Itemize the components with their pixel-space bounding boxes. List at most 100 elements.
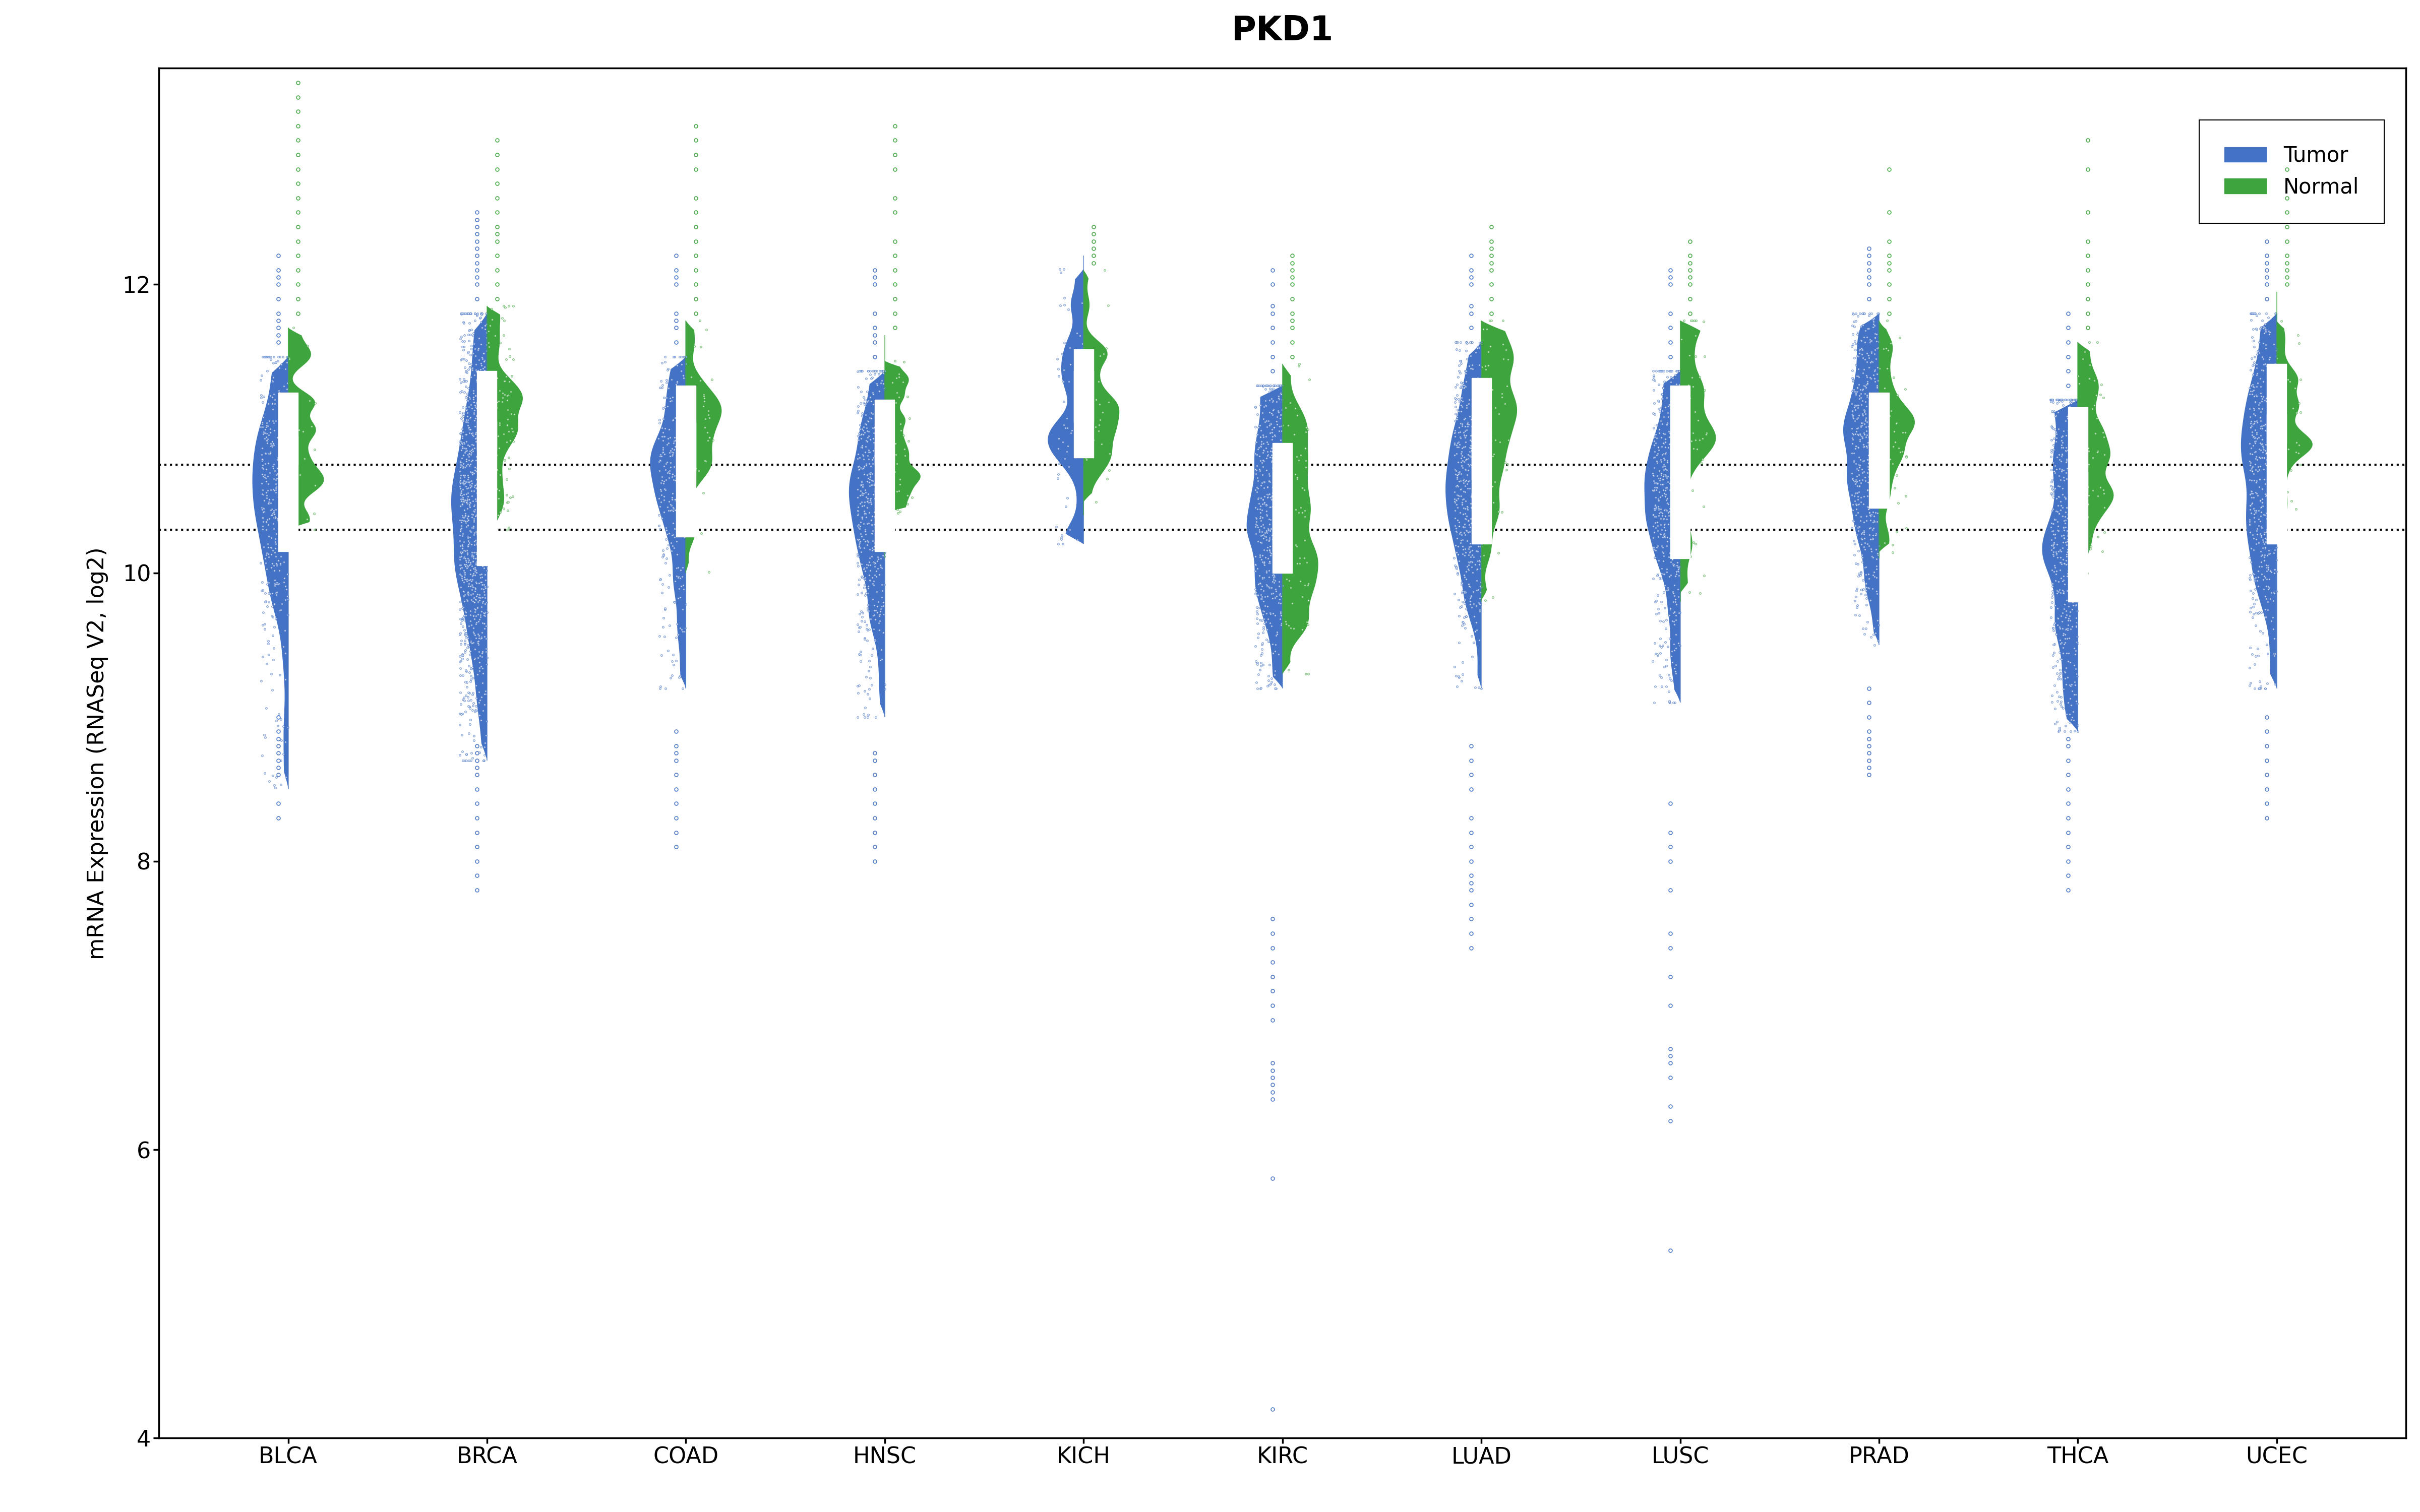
Point — [1846, 572, 1885, 596]
Point — [651, 562, 690, 587]
Point — [252, 582, 290, 606]
Point — [1851, 437, 1890, 461]
Point — [443, 402, 482, 426]
Point — [1655, 638, 1694, 662]
Point — [1256, 510, 1295, 534]
Point — [849, 562, 888, 587]
Point — [242, 497, 281, 522]
Point — [266, 467, 305, 491]
Point — [445, 623, 484, 647]
Point — [658, 428, 697, 452]
Point — [457, 532, 496, 556]
Point — [854, 593, 893, 617]
Point — [259, 381, 298, 405]
Point — [1256, 538, 1295, 562]
Point — [467, 569, 506, 593]
Point — [443, 346, 482, 370]
Point — [443, 540, 482, 564]
Point — [1273, 591, 1312, 615]
Point — [1672, 429, 1711, 454]
Point — [1658, 484, 1696, 508]
Point — [857, 472, 895, 496]
Point — [2234, 591, 2272, 615]
Point — [472, 296, 511, 321]
Point — [1641, 500, 1679, 525]
Point — [244, 578, 283, 602]
Point — [1454, 357, 1493, 381]
Point — [247, 484, 286, 508]
Point — [2050, 425, 2088, 449]
Point — [462, 451, 501, 475]
Point — [457, 435, 496, 460]
Point — [1442, 490, 1481, 514]
Point — [1447, 605, 1486, 629]
Point — [2052, 597, 2091, 621]
Point — [1832, 399, 1871, 423]
Point — [465, 396, 503, 420]
Point — [2243, 358, 2282, 383]
Point — [1851, 588, 1890, 612]
Point — [295, 502, 334, 526]
Point — [467, 321, 506, 345]
Point — [1684, 494, 1723, 519]
Point — [453, 573, 491, 597]
Point — [1442, 399, 1481, 423]
Point — [2238, 676, 2277, 700]
Point — [845, 386, 883, 410]
Point — [2236, 390, 2275, 414]
Point — [1241, 658, 1280, 682]
Point — [1045, 390, 1084, 414]
Point — [1437, 473, 1476, 497]
Point — [445, 508, 484, 532]
Point — [1868, 308, 1907, 333]
Point — [644, 469, 682, 493]
Point — [450, 708, 489, 732]
Point — [1241, 587, 1280, 611]
Point — [440, 547, 479, 572]
Point — [465, 624, 503, 649]
Point — [1646, 448, 1684, 472]
Point — [1244, 373, 1283, 398]
Point — [859, 547, 898, 572]
Point — [1851, 482, 1890, 507]
Point — [1261, 443, 1300, 467]
Point — [249, 392, 288, 416]
Point — [663, 396, 702, 420]
Point — [467, 333, 506, 357]
Point — [254, 764, 293, 788]
Point — [1275, 463, 1314, 487]
Point — [2251, 396, 2289, 420]
Point — [1839, 321, 1878, 345]
Point — [1251, 401, 1290, 425]
Point — [1447, 417, 1486, 442]
Point — [1643, 634, 1682, 658]
Point — [1263, 517, 1302, 541]
Point — [450, 328, 489, 352]
Point — [465, 748, 503, 773]
Point — [457, 393, 496, 417]
Point — [1650, 405, 1689, 429]
Point — [2246, 467, 2284, 491]
Point — [1643, 500, 1682, 525]
Point — [1241, 449, 1280, 473]
Point — [443, 479, 482, 503]
Polygon shape — [288, 328, 324, 529]
Point — [864, 443, 903, 467]
Point — [448, 429, 486, 454]
Point — [249, 345, 288, 369]
Point — [1658, 550, 1696, 575]
Point — [1258, 526, 1297, 550]
Point — [2040, 579, 2079, 603]
Point — [849, 470, 888, 494]
Point — [1261, 570, 1300, 594]
Point — [252, 434, 290, 458]
Point — [266, 578, 305, 602]
Point — [1244, 470, 1283, 494]
Point — [1244, 425, 1283, 449]
Point — [457, 699, 496, 723]
Point — [465, 452, 503, 476]
Point — [1842, 378, 1880, 402]
Point — [2059, 364, 2098, 389]
Point — [242, 472, 281, 496]
Point — [1655, 517, 1694, 541]
